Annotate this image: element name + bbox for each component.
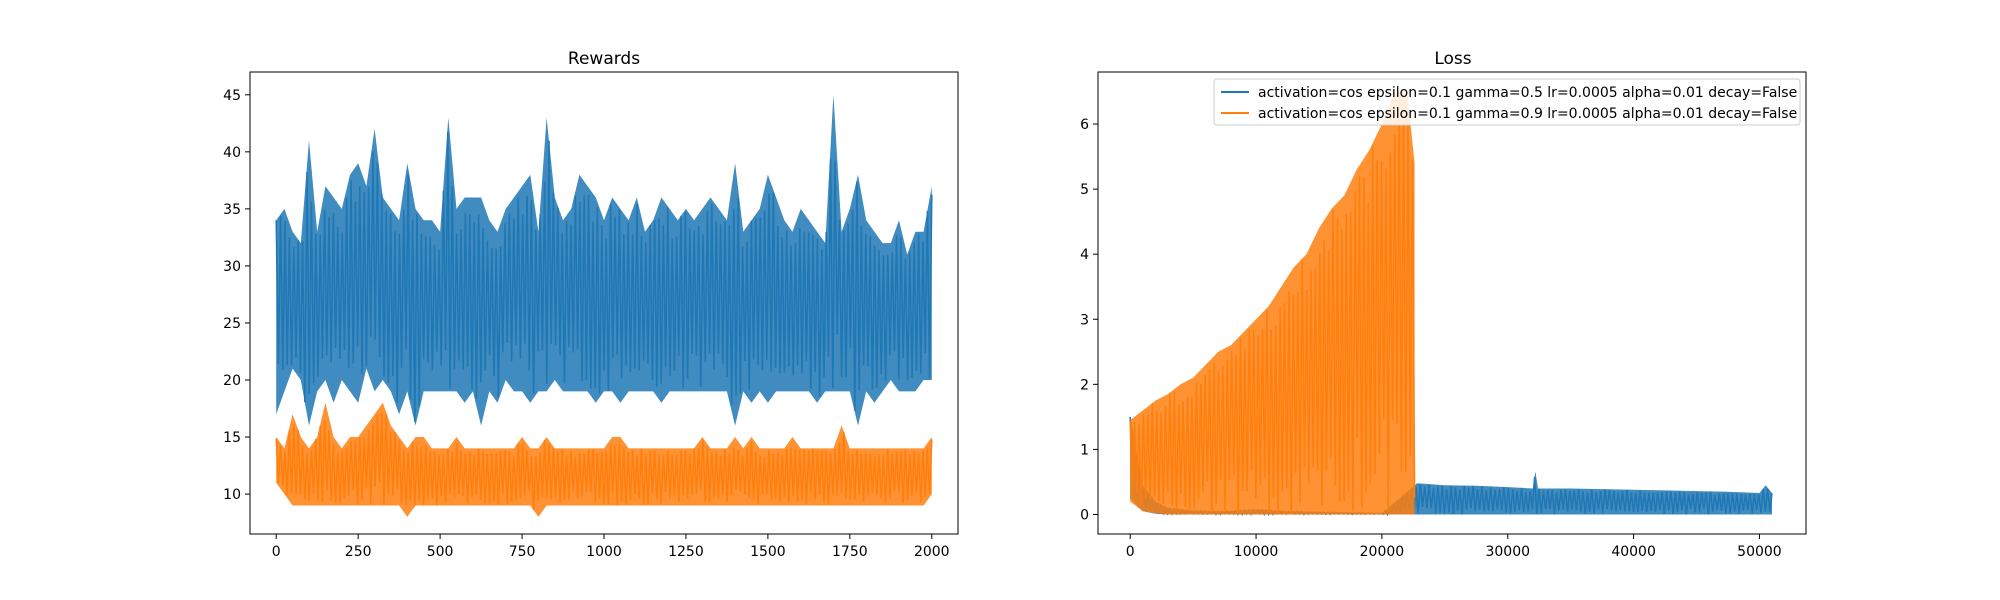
rewards-series-2-line [275, 412, 933, 510]
rewards-chart: Rewards 0 250 500 750 1000 1250 1500 1750 2000 1… [223, 49, 959, 560]
rewards-y-tick-label: 10 [223, 487, 241, 503]
rewards-x-axis: 0 250 500 750 1000 1250 1500 1750 2000 [272, 534, 950, 560]
loss-legend: activation=cos epsilon=0.1 gamma=0.5 lr=… [1213, 78, 1801, 126]
rewards-y-tick-label: 25 [223, 316, 241, 332]
loss-y-tick-label: 5 [1080, 182, 1089, 198]
rewards-x-tick-label: 750 [509, 544, 536, 560]
loss-x-tick-label: 10000 [1234, 544, 1279, 560]
loss-chart: Loss 0 10000 20000 30000 40000 50000 0123456 … [1080, 49, 1807, 560]
loss-y-tick-label: 2 [1080, 377, 1089, 393]
rewards-x-tick-label: 500 [427, 544, 454, 560]
loss-y-tick-label: 3 [1080, 312, 1089, 328]
loss-series-1-envelope [1130, 416, 1772, 515]
legend-frame [1213, 78, 1801, 126]
rewards-y-tick-label: 15 [223, 430, 241, 446]
loss-x-tick-label: 40000 [1611, 544, 1656, 560]
legend-label-series-2: activation=cos epsilon=0.1 gamma=0.9 lr=… [1258, 106, 1797, 122]
legend-label-series-1: activation=cos epsilon=0.1 gamma=0.5 lr=… [1258, 85, 1797, 101]
rewards-y-tick-label: 40 [223, 145, 241, 161]
rewards-x-tick-label: 1750 [832, 544, 868, 560]
loss-x-tick-label: 30000 [1485, 544, 1530, 560]
loss-x-tick-label: 50000 [1737, 544, 1782, 560]
loss-y-tick-label: 0 [1080, 507, 1089, 523]
rewards-x-tick-label: 250 [345, 544, 372, 560]
loss-series-layer [1129, 91, 1773, 517]
rewards-y-axis: 10 15 20 25 30 35 40 45 [223, 88, 250, 503]
rewards-y-tick-label: 30 [223, 259, 241, 275]
loss-y-tick-label: 6 [1080, 117, 1089, 133]
loss-series-2-line [1129, 91, 1416, 515]
loss-x-tick-label: 20000 [1360, 544, 1405, 560]
loss-x-tick-label: 0 [1126, 544, 1135, 560]
loss-x-axis: 0 10000 20000 30000 40000 50000 [1126, 534, 1782, 560]
loss-y-tick-label: 1 [1080, 442, 1089, 458]
rewards-x-tick-label: 2000 [914, 544, 950, 560]
rewards-chart-title: Rewards [568, 49, 640, 69]
rewards-series-layer [275, 94, 933, 517]
loss-y-axis: 0 1 2 3 4 5 6 [1080, 117, 1098, 523]
rewards-y-tick-label: 45 [223, 88, 241, 104]
rewards-x-tick-label: 1500 [750, 544, 786, 560]
rewards-x-tick-label: 1250 [668, 544, 704, 560]
loss-y-tick-label: 4 [1080, 247, 1089, 263]
rewards-series-1-line [275, 131, 933, 422]
rewards-y-tick-label: 35 [223, 202, 241, 218]
rewards-y-tick-label: 20 [223, 373, 241, 389]
rewards-x-tick-label: 1000 [586, 544, 622, 560]
loss-chart-title: Loss [1434, 49, 1471, 69]
rewards-x-tick-label: 0 [272, 544, 281, 560]
loss-plot-frame [1097, 71, 1807, 535]
